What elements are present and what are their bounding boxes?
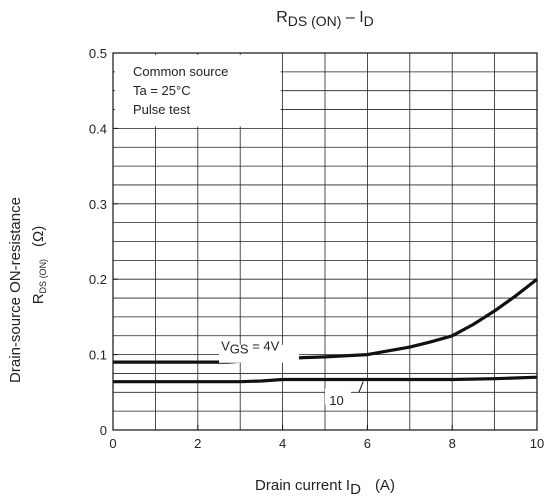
y-axis-label: Drain-source ON-resistance RDS (ON)(Ω) [7, 197, 48, 383]
y-axis-label-line-1: Drain-source ON-resistance [7, 197, 24, 383]
x-tick-label: 4 [279, 436, 286, 451]
x-tick-label: 6 [364, 436, 371, 451]
y-tick-label: 0.2 [89, 272, 107, 287]
y-tick-label: 0.3 [89, 197, 107, 212]
condition-line-2: Ta = 25°C [133, 83, 191, 98]
series-label-10-leader [358, 381, 364, 393]
condition-line-3: Pulse test [133, 102, 190, 117]
x-tick-label: 2 [194, 436, 201, 451]
x-tick-label: 10 [530, 436, 544, 451]
series-line-vgs4 [113, 277, 538, 364]
y-axis-label-line-2: RDS (ON)(Ω) [30, 226, 48, 305]
chart-title: RDS (ON) – ID [276, 9, 374, 29]
conditions-box: Common source Ta = 25°C Pulse test [115, 55, 281, 127]
x-tick-label: 8 [449, 436, 456, 451]
y-tick-label: 0 [100, 423, 107, 438]
y-tick-label: 0.5 [89, 46, 107, 61]
series-label-bg-10 [325, 388, 351, 405]
y-tick-label: 0.1 [89, 348, 107, 363]
series-label-vgs4: VGS = 4V [221, 339, 280, 357]
grid [113, 53, 537, 430]
x-axis-label: Drain current ID (A) [255, 477, 395, 498]
series-line-vgs10 [113, 375, 538, 384]
series-lines [113, 277, 538, 384]
x-tick-label: 0 [109, 436, 116, 451]
y-tick-label: 0.4 [89, 121, 107, 136]
series-label-bg-vgs4 [219, 344, 299, 363]
condition-line-1: Common source [133, 64, 228, 79]
conditions-box-bg [115, 55, 281, 127]
plot-frame [112, 52, 538, 431]
series-label-10: 10 [329, 393, 343, 408]
ticks: 0 2 4 6 8 10 0 0.1 0.2 0.3 0.4 0.5 [89, 46, 544, 451]
